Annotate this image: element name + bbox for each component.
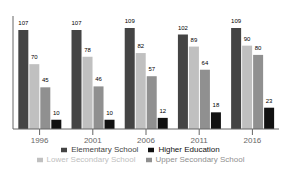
svg-text:78: 78 [84,47,91,53]
svg-text:64: 64 [202,60,209,66]
svg-text:102: 102 [178,25,189,31]
svg-text:109: 109 [231,18,242,24]
svg-text:46: 46 [95,76,102,82]
svg-text:107: 107 [18,20,29,26]
html-text:Lower Secondary School: Lower Secondary School [46,155,136,164]
svg-text:2016: 2016 [244,136,262,145]
svg-text:10: 10 [53,110,60,116]
svg-text:57: 57 [148,66,155,72]
svg-text:45: 45 [42,77,49,83]
html-text:Elementary School: Elementary School [71,145,139,154]
svg-text:2011: 2011 [191,136,209,145]
svg-text:23: 23 [266,98,273,104]
svg-text:107: 107 [72,20,83,26]
html-text:Higher Education: Higher Education [158,145,220,154]
svg-text:82: 82 [137,43,144,49]
svg-text:2001: 2001 [84,136,102,145]
svg-text:89: 89 [191,37,198,43]
svg-text:109: 109 [125,18,136,24]
svg-text:1996: 1996 [31,136,49,145]
html-text:Upper Secondary School: Upper Secondary School [155,155,245,164]
svg-text:2006: 2006 [137,136,155,145]
svg-text:12: 12 [159,108,166,114]
svg-text:10: 10 [106,110,113,116]
svg-text:90: 90 [244,36,251,42]
svg-text:70: 70 [31,54,38,60]
svg-text:18: 18 [213,102,220,108]
svg-text:80: 80 [255,45,262,51]
